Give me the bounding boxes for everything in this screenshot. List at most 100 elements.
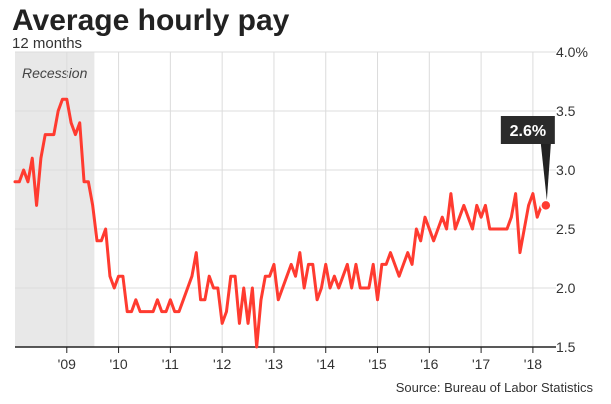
data-point [182,298,185,301]
data-point [251,286,254,290]
data-point [527,204,530,207]
data-point [242,286,245,290]
data-point [78,121,81,125]
data-point [65,98,68,101]
data-point [52,133,56,136]
data-point [466,216,470,219]
data-point [523,227,526,231]
data-point [277,298,280,301]
y-tick-label: 3.0 [556,162,576,178]
data-point [441,216,444,219]
data-point [212,286,215,290]
data-point [445,227,448,231]
y-axis-ticks: 4.0% 3.5 3.0 2.5 2.0 1.5 [556,44,588,355]
data-point [367,286,371,290]
data-point [56,109,60,113]
data-point [393,263,396,266]
data-point [428,227,431,231]
data-point [177,310,181,313]
data-point [173,310,176,313]
data-point [315,298,319,301]
data-point [91,204,94,207]
x-tick-label: '09 [58,356,76,372]
chart-title: Average hourly pay [12,4,290,37]
data-point [380,263,384,266]
data-point [419,239,422,242]
data-point [208,275,211,278]
x-tick-label: '10 [109,356,127,372]
data-point [454,227,457,231]
data-point [48,133,51,136]
data-point [216,286,220,290]
data-point [479,216,483,219]
data-point [350,286,353,290]
data-point [138,310,142,313]
recession-shade [15,52,95,347]
data-point [281,286,284,290]
y-tick-label: 2.5 [556,221,576,237]
data-point [432,239,435,242]
y-tick-label: 4.0% [556,44,588,60]
data-point [26,180,30,183]
data-point [372,263,375,266]
data-point [100,239,103,242]
recession-label: Recession [22,65,88,81]
callout-pointer [540,144,551,201]
data-point [246,322,250,325]
data-point [484,204,487,207]
x-tick-label: '17 [472,356,490,372]
data-point [531,192,535,195]
x-tick-label: '11 [162,356,179,372]
data-point [501,227,504,231]
x-tick-label: '13 [265,356,283,372]
data-point [397,275,401,278]
data-point [225,310,228,313]
series-points [13,98,548,349]
data-point [113,286,116,290]
data-point [104,227,107,231]
data-point [108,275,112,278]
data-point [294,275,297,278]
data-point [285,275,289,278]
data-point [13,180,17,183]
data-point [259,298,263,301]
data-point [376,298,379,301]
data-point [449,192,453,195]
data-point [44,133,47,136]
y-tick-label: 1.5 [556,339,576,355]
data-point [61,98,64,101]
data-point [130,310,133,313]
data-point [238,322,241,325]
series-line [13,97,548,349]
x-tick-label: '14 [317,356,335,372]
callout-label: 2.6% [510,123,546,140]
data-point [195,251,198,254]
data-point [126,310,129,313]
data-point [341,275,345,278]
data-point [143,310,146,313]
data-point [458,216,461,219]
data-point [346,263,349,266]
data-point [475,204,478,207]
data-point [31,157,34,160]
data-point [229,275,232,278]
data-point [436,227,440,231]
data-point [35,204,38,207]
data-point [510,216,513,219]
data-point [363,286,366,290]
data-point [160,310,163,313]
last-point-marker [540,199,552,212]
data-point [164,310,168,313]
data-point [488,227,491,231]
data-point [337,286,340,290]
data-point [147,310,150,313]
data-point [410,263,414,266]
data-point [359,286,362,290]
data-point [117,275,120,278]
data-point [134,298,138,301]
data-point [384,263,388,266]
data-point [333,275,336,278]
data-point [514,192,517,195]
data-point [87,180,90,183]
